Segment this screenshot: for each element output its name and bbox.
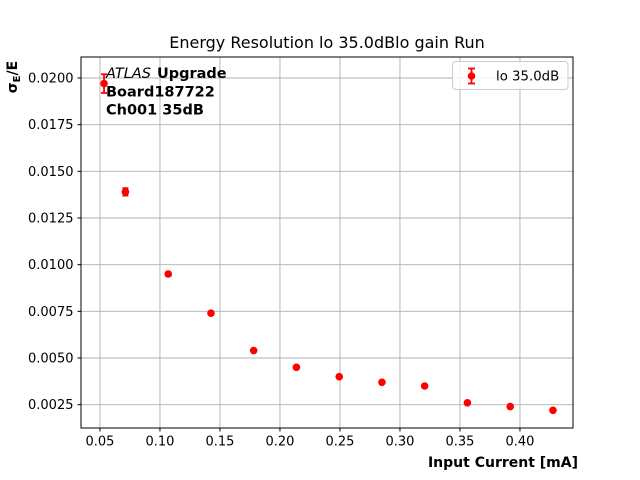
svg-text:σE/E: σE/E	[5, 61, 23, 93]
plot-border	[80, 56, 574, 429]
chart-title: Energy Resolution lo 35.0dBlo gain Run	[169, 33, 485, 52]
gridlines	[81, 57, 573, 428]
y-tick-labels: 0.0025 0.0050 0.0075 0.0100 0.0125 0.0150 0.01…	[28, 72, 74, 414]
x-tick-label: 0.25	[325, 435, 354, 450]
annotation-channel: Ch001 35dB	[106, 103, 204, 119]
y-tick-label: 0.0200	[28, 72, 74, 87]
x-tick-label: 0.30	[385, 435, 414, 450]
y-tick-label: 0.0100	[28, 258, 74, 273]
y-axis-label-sigma: σ	[5, 82, 21, 93]
data-point	[249, 346, 258, 355]
data-point	[549, 406, 557, 415]
data-point	[463, 399, 472, 407]
y-tick-label: 0.0050	[28, 352, 74, 367]
y-tick-label: 0.0150	[28, 165, 74, 180]
x-axis-label: Input Current [mA]	[428, 455, 578, 471]
y-tick-label: 0.0125	[28, 212, 74, 227]
annotation: ATLAS Upgrade Board187722 Ch001 35dB	[105, 66, 227, 119]
y-tick-label: 0.0175	[28, 118, 74, 133]
y-axis-label-subscript: E	[12, 75, 23, 82]
legend-label: lo 35.0dB	[496, 70, 559, 85]
data-point	[207, 309, 215, 318]
series-lo-35.0dB	[100, 73, 557, 415]
y-tick-label: 0.0025	[28, 398, 74, 413]
data-point	[506, 402, 515, 411]
data-point	[100, 79, 108, 88]
axis-ticks	[77, 77, 521, 432]
data-point	[121, 188, 130, 196]
x-tick-label: 0.35	[445, 435, 474, 450]
annotation-board: Board187722	[106, 85, 215, 101]
annotation-upgrade: Upgrade	[157, 66, 227, 82]
x-tick-label: 0.05	[85, 435, 114, 450]
data-point	[164, 270, 173, 278]
x-tick-labels: 0.05 0.10 0.15 0.20 0.25 0.30 0.35 0.40	[85, 435, 534, 450]
x-tick-label: 0.40	[505, 435, 534, 450]
x-tick-label: 0.10	[145, 435, 174, 450]
legend: lo 35.0dB	[452, 61, 569, 90]
data-point	[335, 372, 344, 381]
data-point	[292, 363, 301, 372]
y-tick-label: 0.0075	[28, 305, 74, 320]
x-tick-label: 0.20	[265, 435, 294, 450]
data-point	[420, 382, 429, 390]
legend-box	[452, 61, 569, 90]
y-axis-label-rest: /E	[5, 61, 21, 76]
legend-marker-errorbar-icon	[467, 67, 476, 85]
data-point	[378, 378, 386, 387]
annotation-atlas: ATLAS	[105, 66, 151, 82]
data-series	[100, 73, 557, 415]
y-axis-label: σE/E	[5, 61, 23, 93]
x-tick-label: 0.15	[205, 435, 234, 450]
